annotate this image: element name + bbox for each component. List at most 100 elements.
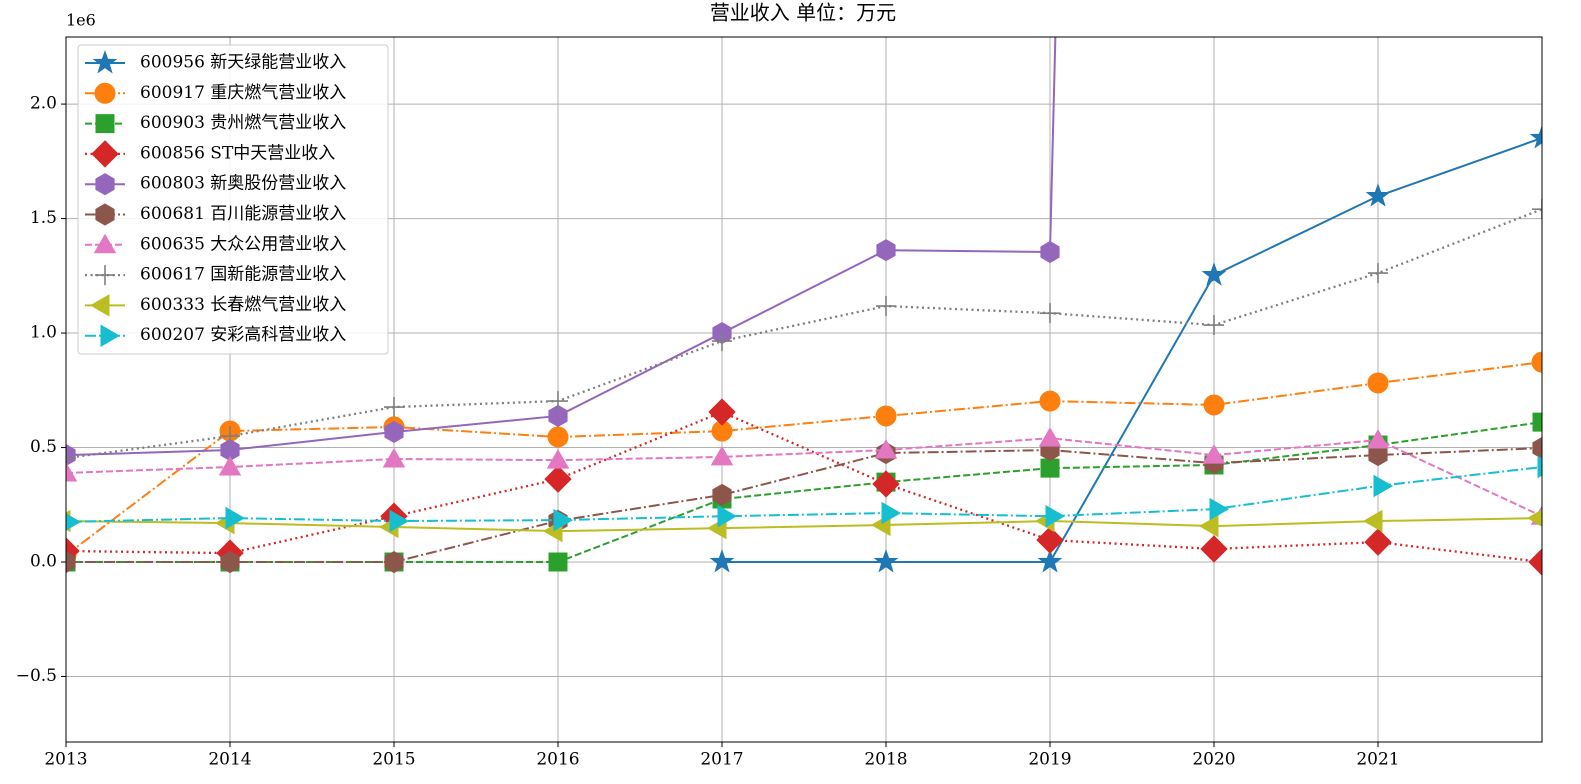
marker bbox=[382, 447, 406, 468]
legend-label: 600956 新天绿能营业收入 bbox=[140, 53, 346, 73]
legend-marker bbox=[95, 203, 115, 226]
marker bbox=[712, 331, 732, 352]
series-line bbox=[66, 208, 1542, 460]
marker bbox=[548, 391, 568, 412]
marker bbox=[876, 239, 896, 262]
marker bbox=[1200, 535, 1228, 563]
marker bbox=[1363, 509, 1383, 533]
x-tick-label: 2019 bbox=[1028, 750, 1071, 770]
plot-area bbox=[66, 37, 1542, 576]
marker bbox=[1531, 351, 1542, 373]
marker bbox=[66, 444, 76, 467]
marker bbox=[1373, 474, 1394, 498]
x-tick-label: 2021 bbox=[1356, 750, 1399, 770]
marker bbox=[1201, 262, 1227, 286]
marker bbox=[384, 550, 404, 574]
marker bbox=[218, 456, 242, 476]
legend-marker bbox=[94, 82, 116, 104]
y-tick-label: 0.5 bbox=[30, 437, 57, 457]
marker bbox=[1528, 548, 1542, 576]
series-line bbox=[66, 361, 1542, 556]
legend-label: 600635 大众公用营业收入 bbox=[140, 234, 346, 254]
marker bbox=[1038, 427, 1062, 447]
marker bbox=[1039, 390, 1061, 412]
legend: 600956 新天绿能营业收入 600917 重庆燃气营业收入 600903 贵州燃… bbox=[77, 44, 389, 355]
marker bbox=[1532, 199, 1542, 220]
marker bbox=[1040, 458, 1060, 478]
marker bbox=[548, 404, 568, 428]
marker bbox=[1367, 372, 1389, 394]
marker bbox=[547, 426, 569, 448]
legend-label: 600856 ST中天营业收入 bbox=[140, 143, 335, 163]
marker bbox=[546, 449, 570, 469]
marker bbox=[1532, 436, 1542, 460]
x-tick-label: 2020 bbox=[1192, 750, 1235, 770]
legend-label: 600681 百川能源营业收入 bbox=[140, 204, 346, 224]
marker bbox=[1532, 412, 1542, 432]
y-offset-label: 1e6 bbox=[66, 11, 96, 30]
marker bbox=[384, 420, 404, 444]
marker bbox=[1209, 497, 1229, 521]
legend-marker bbox=[92, 49, 118, 74]
marker bbox=[1045, 504, 1065, 528]
series-line bbox=[66, 437, 1542, 518]
marker bbox=[225, 506, 245, 530]
marker bbox=[66, 448, 76, 469]
series-line bbox=[722, 137, 1542, 564]
marker bbox=[1198, 514, 1219, 538]
marker bbox=[553, 508, 574, 532]
marker bbox=[872, 470, 900, 498]
x-tick-label: 2016 bbox=[536, 750, 579, 770]
y-tick-label: 0.0 bbox=[30, 552, 57, 572]
marker bbox=[1368, 444, 1388, 467]
marker bbox=[709, 549, 735, 573]
x-tick-label: 2015 bbox=[372, 750, 415, 770]
x-tick-label: 2018 bbox=[864, 750, 907, 770]
legend-marker bbox=[95, 114, 115, 134]
x-tick-label: 2014 bbox=[208, 750, 251, 770]
marker bbox=[1040, 240, 1060, 264]
series-line bbox=[66, 421, 1542, 564]
series-line bbox=[66, 466, 1542, 523]
marker bbox=[874, 439, 898, 459]
plot-frame bbox=[65, 36, 1543, 743]
series-line bbox=[66, 410, 1542, 564]
marker bbox=[1204, 315, 1224, 336]
legend-label: 600617 国新能源营业收入 bbox=[140, 265, 346, 285]
marker bbox=[881, 501, 902, 525]
series-line bbox=[66, 517, 1542, 533]
legend-marker bbox=[100, 324, 121, 347]
x-tick-label: 2013 bbox=[44, 750, 87, 770]
x-tick-label: 2017 bbox=[700, 750, 743, 770]
y-tick-label: 2.0 bbox=[30, 94, 57, 114]
legend-marker bbox=[91, 140, 119, 168]
marker bbox=[717, 504, 737, 528]
marker bbox=[1365, 183, 1391, 207]
y-tick-label: 1.5 bbox=[30, 208, 57, 228]
y-tick-label: 1.0 bbox=[30, 323, 57, 343]
marker bbox=[220, 426, 240, 447]
legend-marker bbox=[89, 294, 110, 317]
legend-label: 600207 安彩高科营业收入 bbox=[140, 325, 346, 345]
legend-box bbox=[77, 44, 389, 355]
marker bbox=[66, 550, 76, 574]
legend-marker bbox=[95, 265, 115, 286]
marker bbox=[873, 549, 899, 573]
marker bbox=[66, 461, 78, 482]
marker bbox=[384, 397, 404, 418]
marker bbox=[1036, 526, 1064, 554]
marker bbox=[1040, 303, 1060, 324]
series-line bbox=[66, 37, 1057, 457]
marker bbox=[220, 550, 240, 574]
marker bbox=[544, 465, 572, 493]
marker bbox=[389, 509, 409, 533]
marker bbox=[875, 405, 897, 427]
marker bbox=[1527, 509, 1542, 527]
chart-title: 营业收入 单位：万元 bbox=[710, 1, 896, 25]
marker bbox=[710, 445, 734, 466]
marker bbox=[1529, 124, 1542, 149]
legend-label: 600333 长春燃气营业收入 bbox=[140, 295, 346, 315]
marker bbox=[1202, 444, 1226, 464]
legend-label: 600903 贵州燃气营业收入 bbox=[140, 113, 346, 133]
